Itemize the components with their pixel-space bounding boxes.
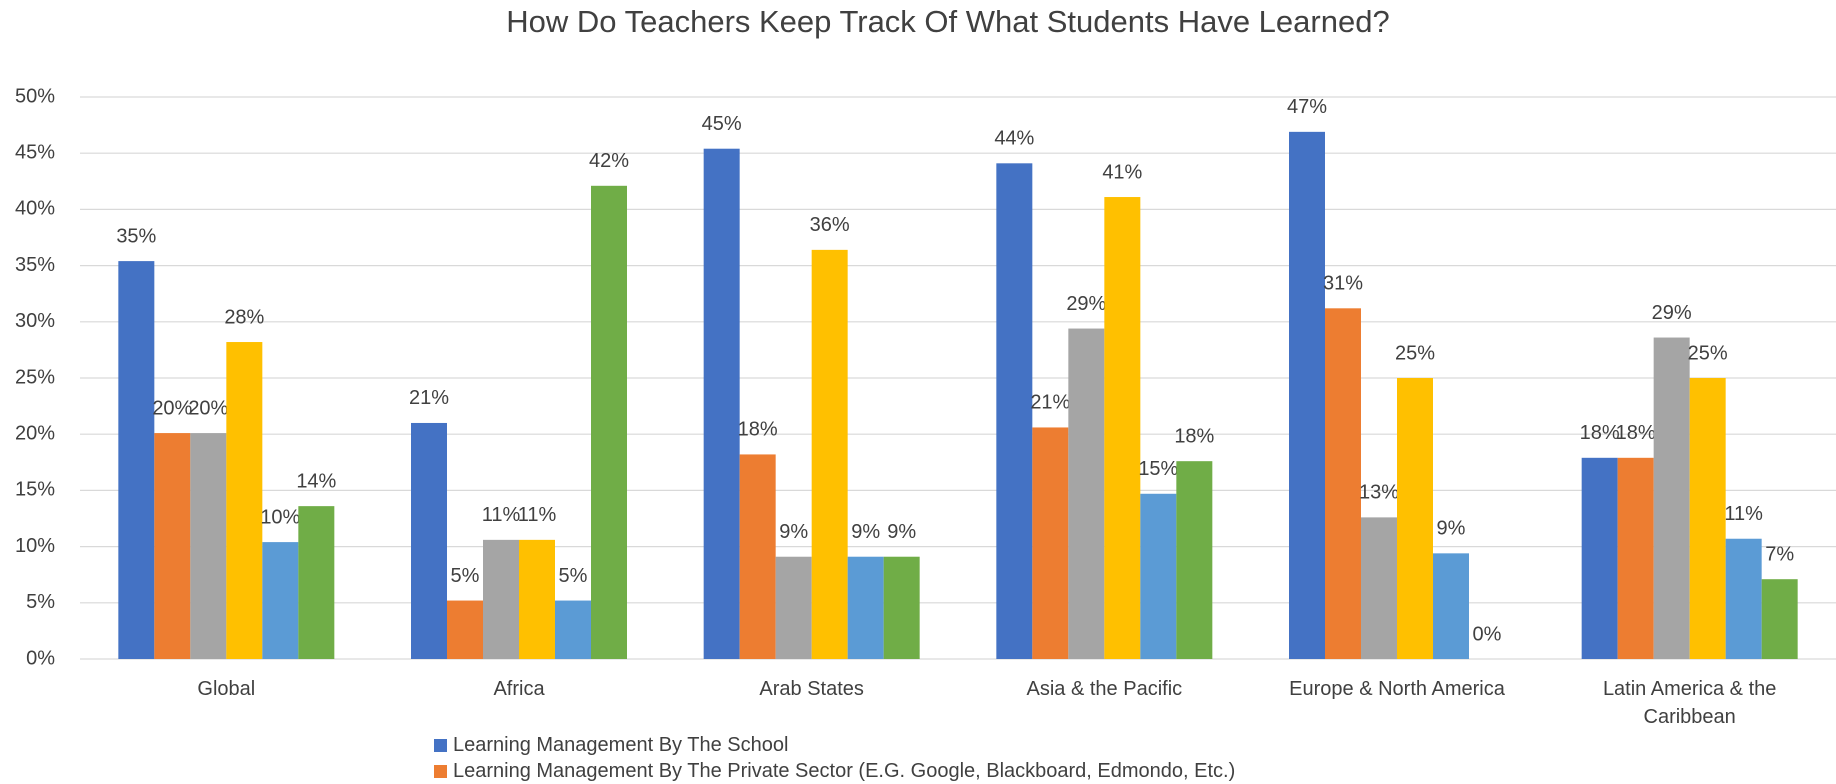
bar — [1689, 378, 1726, 659]
bar — [1104, 197, 1141, 659]
bar — [1397, 378, 1433, 659]
legend-label: Learning Management By The Private Secto… — [453, 760, 1236, 782]
bar — [996, 163, 1033, 660]
data-label: 5% — [451, 565, 480, 587]
bar — [1289, 131, 1325, 659]
bar — [1032, 427, 1069, 659]
bar — [1617, 457, 1654, 659]
bar — [118, 261, 155, 659]
bar — [483, 539, 519, 659]
legend-swatch — [434, 765, 447, 778]
y-tick-label: 40% — [15, 198, 55, 220]
bar — [226, 342, 263, 659]
bar — [262, 542, 299, 659]
data-label: 9% — [1437, 518, 1466, 540]
legend-label: Learning Management By The School — [453, 734, 789, 756]
bar — [703, 148, 740, 660]
data-label: 14% — [296, 470, 336, 492]
bar — [847, 556, 884, 659]
data-label: 9% — [851, 521, 880, 543]
bar — [775, 556, 812, 659]
data-label: 0% — [1473, 623, 1502, 645]
data-label: 11% — [518, 504, 557, 526]
data-label: 47% — [1287, 96, 1327, 118]
y-tick-label: 35% — [15, 254, 55, 276]
data-label: 18% — [1174, 425, 1214, 447]
bar — [447, 600, 483, 659]
bar — [739, 454, 776, 659]
data-label: 20% — [188, 397, 228, 419]
data-label: 29% — [1066, 293, 1106, 315]
data-label: 45% — [702, 113, 742, 135]
y-tick-label: 0% — [26, 647, 55, 669]
data-label: 31% — [1323, 273, 1363, 295]
data-label: 25% — [1688, 342, 1728, 364]
bar — [154, 433, 191, 659]
y-tick-label: 25% — [15, 366, 55, 388]
bar — [883, 556, 920, 659]
y-tick-label: 30% — [15, 310, 55, 332]
bar — [811, 249, 848, 659]
data-label: 10% — [260, 506, 300, 528]
x-tick-label: Latin America & the Caribbean — [1602, 678, 1777, 728]
x-tick-label: Global — [197, 678, 256, 700]
bar — [298, 506, 335, 659]
legend-item: Learning Management By The School — [434, 734, 788, 757]
data-label: 5% — [559, 565, 588, 587]
bar — [1725, 538, 1762, 659]
data-label: 21% — [409, 387, 449, 409]
y-tick-label: 45% — [15, 141, 55, 163]
bar — [190, 433, 227, 659]
bar — [1068, 328, 1105, 659]
bar — [1761, 579, 1798, 659]
data-label: 29% — [1652, 302, 1692, 324]
data-label: 28% — [224, 306, 264, 328]
data-label: 25% — [1395, 342, 1435, 364]
y-tick-label: 5% — [26, 591, 55, 613]
data-label: 21% — [1030, 392, 1070, 414]
x-tick-label: Asia & the Pacific — [1026, 678, 1183, 700]
bar — [1176, 461, 1213, 659]
y-tick-label: 50% — [15, 85, 55, 107]
bar — [591, 185, 627, 659]
data-label: 18% — [1616, 422, 1656, 444]
bar — [555, 600, 591, 659]
bar — [1653, 337, 1690, 659]
data-label: 9% — [887, 521, 916, 543]
x-tick-label: Europe & North America — [1289, 678, 1505, 700]
data-label: 7% — [1765, 543, 1794, 565]
legend-item: Learning Management By The Private Secto… — [434, 760, 1235, 783]
data-label: 41% — [1102, 161, 1142, 183]
bar — [1433, 553, 1469, 659]
data-label: 11% — [1724, 503, 1763, 525]
bar — [1140, 493, 1177, 659]
data-label: 35% — [116, 225, 156, 247]
data-label: 9% — [779, 521, 808, 543]
y-tick-label: 10% — [15, 535, 55, 557]
data-label: 13% — [1359, 482, 1399, 504]
data-label: 18% — [738, 419, 778, 441]
bar — [1361, 517, 1397, 659]
data-label: 20% — [152, 397, 192, 419]
bar — [411, 422, 447, 659]
bar — [1325, 308, 1361, 659]
x-tick-label: Africa — [493, 678, 545, 700]
legend-swatch — [434, 739, 447, 752]
data-label: 15% — [1138, 458, 1178, 480]
chart-title: How Do Teachers Keep Track Of What Stude… — [506, 4, 1389, 39]
bar — [1581, 457, 1618, 659]
data-label: 44% — [994, 128, 1034, 150]
data-label: 42% — [589, 150, 629, 172]
y-tick-label: 15% — [15, 479, 55, 501]
bar — [519, 539, 555, 659]
y-tick-label: 20% — [15, 422, 55, 444]
x-tick-label: Arab States — [759, 678, 864, 700]
data-label: 18% — [1580, 422, 1620, 444]
data-label: 11% — [482, 504, 521, 526]
data-label: 36% — [810, 214, 850, 236]
